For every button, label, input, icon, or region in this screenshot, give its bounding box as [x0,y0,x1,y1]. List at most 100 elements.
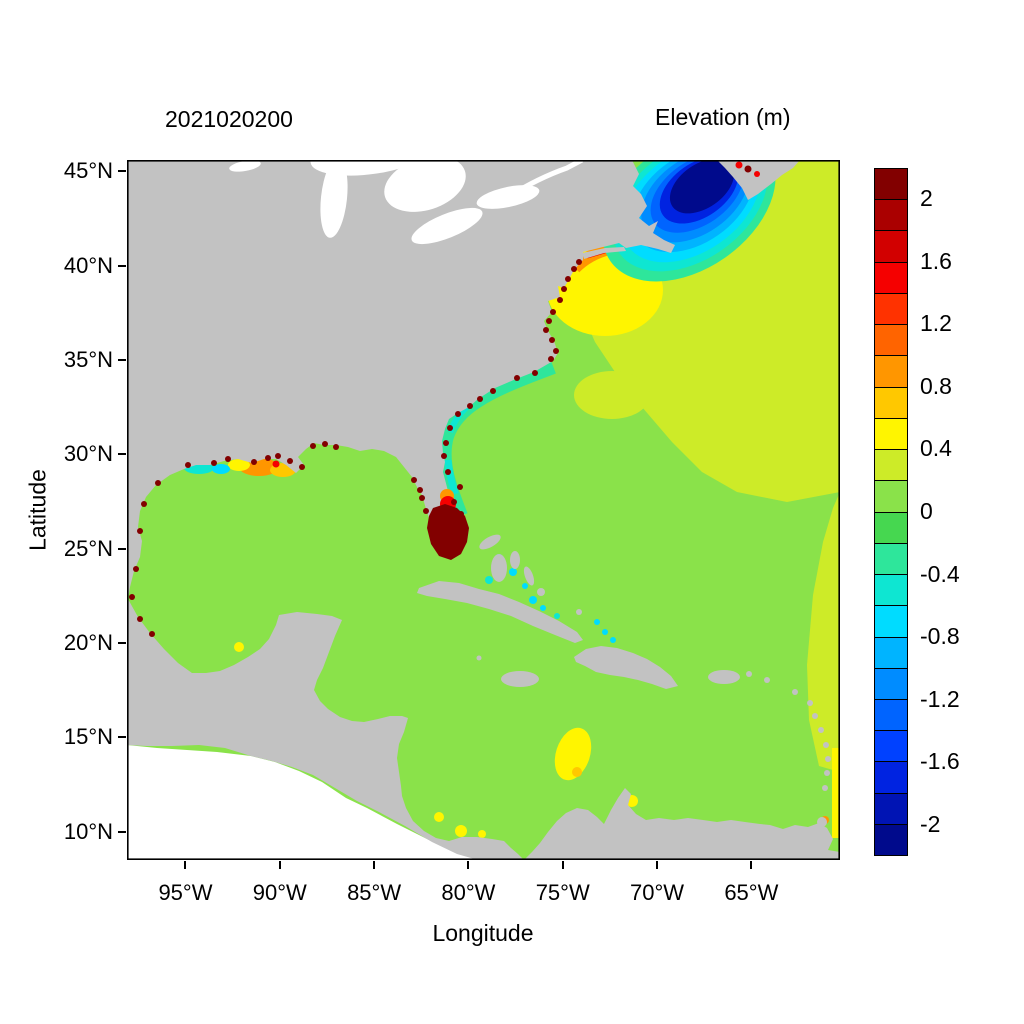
speckle [543,327,549,333]
speckle [441,453,447,459]
lake-michigan [320,160,348,238]
colorbar-segment [875,293,907,326]
y-tick-label: 25°N [63,535,113,561]
colorbar-segment [875,793,907,825]
colorbar-segment [875,231,907,263]
speckle [477,396,483,402]
colorbar-tick-label: 0.4 [920,435,952,462]
bahama-cay-land [537,588,545,596]
speckle [129,594,135,600]
x-tick-mark [750,861,753,869]
speckle [211,460,217,466]
y-tick-mark [118,359,126,361]
speckle [553,348,559,354]
x-axis-title: Longitude [432,920,534,946]
setdown-speck [602,629,608,635]
setdown-speck [540,605,546,611]
panama-coast-setup-3 [478,830,486,838]
speckle [561,286,567,292]
colorbar-segment [875,169,907,201]
speckle [423,508,429,514]
antilles-island [824,770,830,776]
puerto-rico-land [708,670,740,684]
setdown-core [669,160,735,214]
speckle [461,526,467,532]
nova-scotia-land [717,160,800,200]
x-tick-mark [656,861,659,869]
x-tick-mark [561,861,564,869]
x-tick-label: 70°W [630,880,685,905]
colorbar-tick-label: 0 [920,498,933,524]
speckle [532,370,538,376]
plot-frame [127,160,840,860]
louisiana-setup-orange [239,458,279,476]
speckle [299,464,305,470]
colorbar-segment [875,387,907,419]
colorbar-tick-label: 1.2 [920,310,952,337]
fundy-red-speck [735,161,743,169]
speckle [455,411,461,417]
speckle [133,566,139,572]
lesser-antilles-land [746,671,831,827]
x-tick-mark [373,861,376,869]
setdown-speck [529,596,537,604]
setdown-speck [485,576,493,584]
speckle [265,455,271,461]
campeche-setup [234,642,244,652]
speckle [557,297,563,303]
right-edge-setup-band [807,492,840,772]
antilles-island [792,689,798,695]
land-mask [127,160,840,860]
y-tick-mark [118,453,126,456]
speckle [417,487,423,493]
speckle [419,495,425,501]
x-tick-label: 75°W [535,880,590,905]
turks-caicos-land [576,609,582,615]
speckle [155,480,161,486]
speckle [225,456,231,462]
andros-land [491,554,507,582]
x-tick-label: 65°W [724,880,779,905]
speckle [467,403,473,409]
speckle [576,259,582,265]
north-central-america-land [127,160,675,860]
x-tick-mark [184,861,187,869]
trinidad-land [817,817,827,827]
louisiana-red-spot [272,460,280,468]
colorbar-segment [875,762,907,794]
grand-bahama-land [479,534,501,550]
antilles-island [807,700,813,706]
speckle [185,462,191,468]
speckle [333,444,339,450]
long-island-bahamas-land [523,566,535,586]
colorbar-segment [875,356,907,388]
colorbar-tick-label: -0.8 [920,623,960,650]
speckle [458,511,464,517]
y-tick-mark [118,264,126,267]
texas-shelf-setdown-2 [212,464,230,474]
antilles-island [823,742,829,748]
colorbar-segment [875,699,907,732]
setdown-speck [522,583,528,589]
y-tick-label: 40°N [63,252,113,278]
speckle [310,443,316,449]
florida-darkred-blob [427,504,469,560]
speckle [514,375,520,381]
st-lawrence-river [506,160,584,200]
y-tick-mark [118,170,126,173]
colorbar-segment [875,418,907,451]
long-island-land [582,247,626,259]
colorbar-segment [875,325,907,357]
hispaniola-land [574,646,678,689]
colorbar-segment [875,512,907,544]
x-tick-label: 80°W [441,880,496,905]
antilles-island [822,785,828,791]
antilles-island [812,713,818,719]
speckle [149,631,155,637]
colorbar-segment [875,575,907,607]
elevation-map [127,160,840,860]
fundy-red-speck [744,165,752,173]
y-tick-label: 20°N [63,630,113,656]
x-tick-mark [278,861,281,869]
